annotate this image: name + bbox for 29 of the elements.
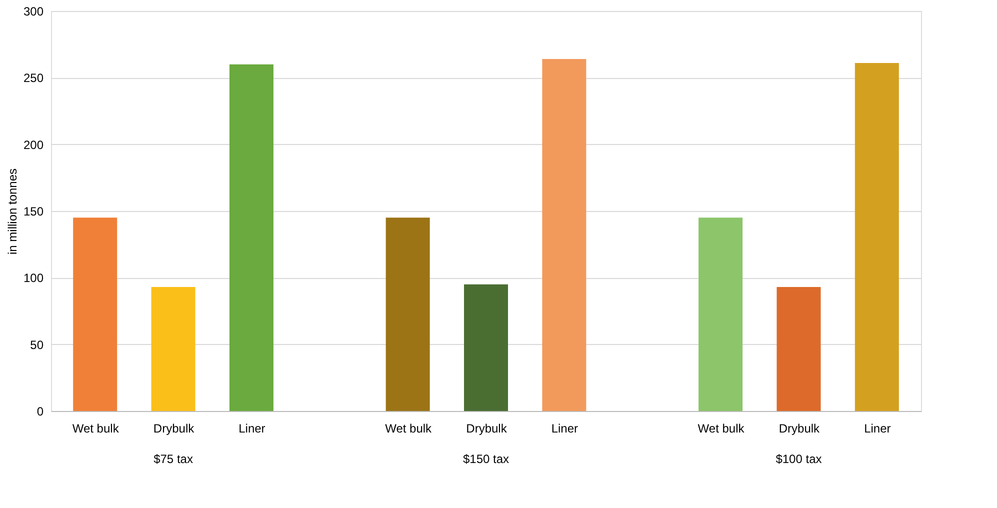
x-tick-label: Liner (238, 422, 266, 436)
y-tick-label: 50 (30, 338, 44, 352)
bar (464, 284, 508, 411)
bar (776, 287, 821, 411)
bar (73, 218, 118, 411)
x-tick-label: Wet bulk (72, 422, 120, 436)
y-axis-title: in million tonnes (5, 168, 20, 255)
bar (698, 218, 743, 411)
bar (542, 59, 586, 411)
x-tick-label: Drybulk (466, 422, 508, 436)
x-tick-label: Liner (551, 422, 578, 436)
x-tick-label: Wet bulk (698, 422, 746, 436)
bar (386, 218, 430, 411)
y-tick-label: 150 (23, 204, 44, 218)
bar (151, 287, 196, 411)
y-tick-label: 0 (36, 404, 44, 418)
y-tick-label: 100 (23, 271, 44, 286)
x-tick-label: Wet bulk (385, 422, 433, 436)
y-tick-label: 300 (23, 4, 44, 18)
text: $150 tax (462, 452, 510, 466)
x-tick-label: Drybulk (153, 422, 196, 436)
bar (229, 64, 274, 411)
text: $75 tax (154, 452, 193, 466)
x-tick-label: Liner (864, 422, 891, 436)
text: $100 tax (776, 452, 822, 466)
bar (854, 63, 899, 411)
y-tick-label: 200 (23, 138, 44, 152)
y-tick-label: 250 (23, 71, 44, 86)
x-tick-label: Drybulk (778, 422, 821, 436)
